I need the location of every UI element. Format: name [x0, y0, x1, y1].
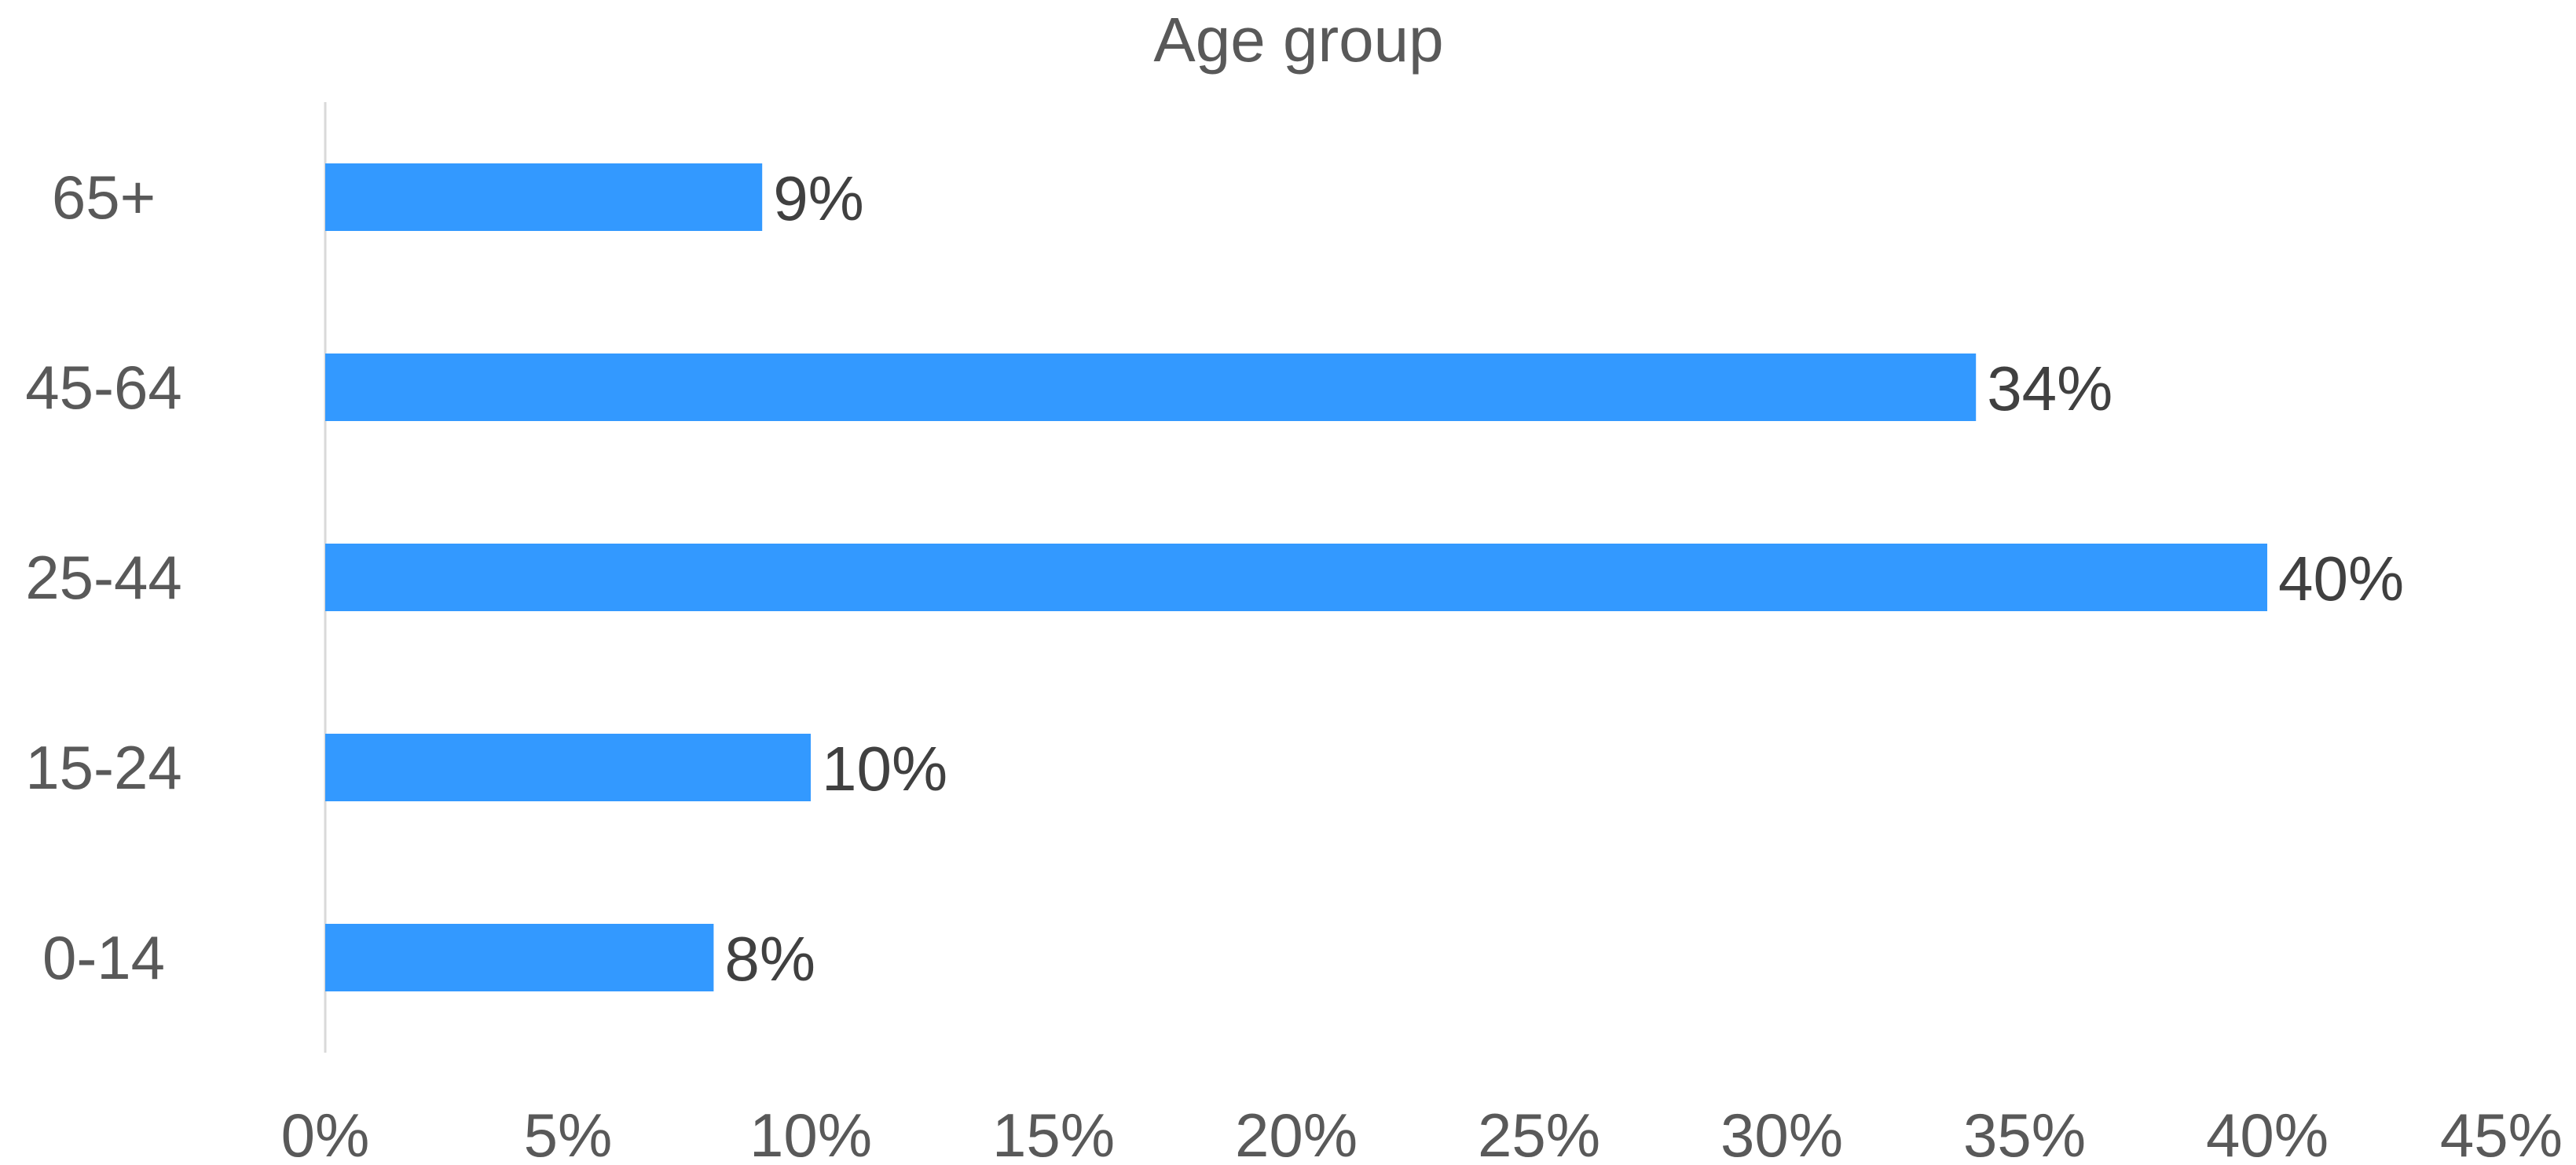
data-label-65+: 9% [773, 163, 864, 233]
data-label-15-24: 10% [822, 734, 947, 804]
x-tick-label: 20% [1235, 1101, 1358, 1165]
data-label-25-44: 40% [2278, 544, 2404, 614]
bars-group [325, 163, 2267, 991]
bar-15-24 [325, 734, 811, 801]
x-tick-label: 40% [2206, 1101, 2329, 1165]
data-labels: 8% 10% 40% 34% 9% [724, 163, 2404, 994]
x-tick-label: 0% [281, 1101, 370, 1165]
bar-45-64 [325, 354, 1977, 421]
x-tick-label: 25% [1478, 1101, 1600, 1165]
category-label-45-64: 45-64 [25, 353, 182, 422]
category-label-15-24: 15-24 [25, 733, 182, 802]
category-labels: 0-14 15-24 25-44 45-64 65+ [25, 163, 182, 992]
x-tick-label: 30% [1720, 1101, 1843, 1165]
bar-65+ [325, 163, 763, 231]
x-tick-label: 5% [524, 1101, 613, 1165]
chart-title: Age group [1153, 5, 1443, 75]
x-tick-label: 15% [992, 1101, 1115, 1165]
category-label-25-44: 25-44 [25, 543, 182, 612]
data-label-45-64: 34% [1987, 354, 2112, 423]
x-tick-labels: 0% 5% 10% 15% 20% 25% 30% 35% 40% 45% [281, 1101, 2563, 1165]
category-label-65+: 65+ [52, 163, 156, 232]
x-tick-label: 45% [2440, 1101, 2563, 1165]
bar-25-44 [325, 544, 2267, 611]
data-label-0-14: 8% [724, 924, 815, 994]
bar-0-14 [325, 924, 714, 991]
category-label-0-14: 0-14 [42, 923, 165, 992]
x-tick-label: 10% [749, 1101, 872, 1165]
x-tick-label: 35% [1963, 1101, 2086, 1165]
